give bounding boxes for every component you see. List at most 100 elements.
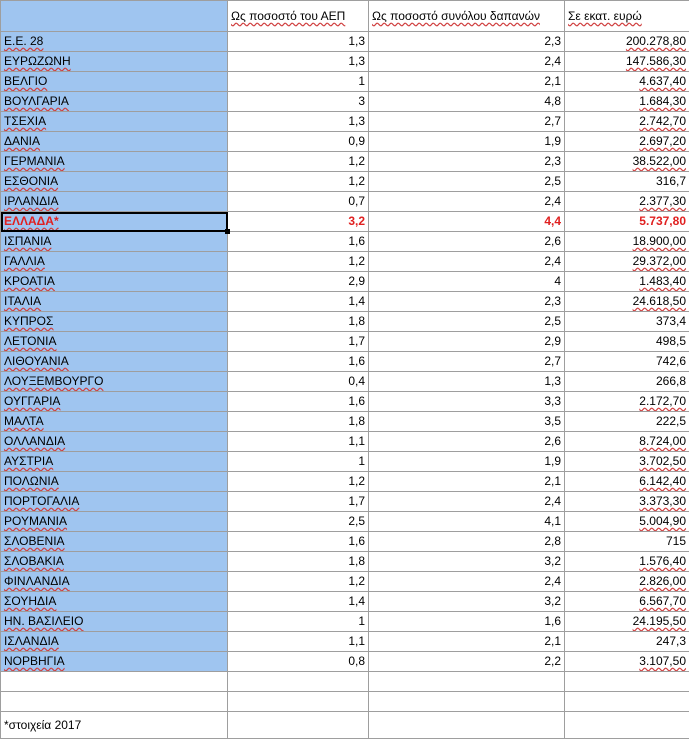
country-cell[interactable]: Ε.Ε. 28 — [1, 32, 228, 52]
total-cell[interactable]: 2,6 — [369, 432, 565, 452]
country-cell[interactable]: ΟΥΓΓΑΡΙΑ — [1, 392, 228, 412]
country-cell[interactable]: ΝΟΡΒΗΓΙΑ — [1, 652, 228, 672]
empty-cell[interactable] — [1, 692, 228, 712]
amount-cell[interactable]: 742,6 — [565, 352, 689, 372]
country-cell[interactable]: ΛΕΤΟΝΙΑ — [1, 332, 228, 352]
amount-cell[interactable]: 316,7 — [565, 172, 689, 192]
country-cell[interactable]: ΗΝ. ΒΑΣΙΛΕΙΟ — [1, 612, 228, 632]
gdp-cell[interactable]: 1,7 — [228, 492, 369, 512]
gdp-cell[interactable]: 1,1 — [228, 632, 369, 652]
total-cell[interactable]: 2,1 — [369, 632, 565, 652]
total-cell[interactable]: 3,2 — [369, 592, 565, 612]
amount-cell[interactable]: 4.637,40 — [565, 72, 689, 92]
gdp-cell[interactable]: 1,3 — [228, 112, 369, 132]
header-cell-gdp[interactable]: Ως ποσοστό του ΑΕΠ — [228, 1, 369, 32]
header-cell-amount[interactable]: Σε εκατ. ευρώ — [565, 1, 689, 32]
gdp-cell[interactable]: 1,6 — [228, 532, 369, 552]
gdp-cell[interactable]: 1,2 — [228, 472, 369, 492]
amount-cell[interactable]: 200.278,80 — [565, 32, 689, 52]
country-cell[interactable]: ΦΙΝΛΑΝΔΙΑ — [1, 572, 228, 592]
country-cell[interactable]: ΡΟΥΜΑΝΙΑ — [1, 512, 228, 532]
gdp-cell[interactable]: 0,7 — [228, 192, 369, 212]
country-cell[interactable]: ΠΟΛΩΝΙΑ — [1, 472, 228, 492]
country-cell[interactable]: ΛΟΥΞΕΜΒΟΥΡΓΟ — [1, 372, 228, 392]
amount-cell[interactable]: 2.377,30 — [565, 192, 689, 212]
header-cell-total[interactable]: Ως ποσοστό συνόλου δαπανών — [369, 1, 565, 32]
total-cell[interactable]: 4,8 — [369, 92, 565, 112]
country-cell[interactable]: ΕΛΛΑΔΑ* — [1, 212, 228, 232]
total-cell[interactable]: 2,6 — [369, 232, 565, 252]
gdp-cell[interactable]: 1,6 — [228, 392, 369, 412]
amount-cell[interactable]: 498,5 — [565, 332, 689, 352]
total-cell[interactable]: 2,5 — [369, 172, 565, 192]
total-cell[interactable]: 2,4 — [369, 252, 565, 272]
total-cell[interactable]: 2,4 — [369, 492, 565, 512]
amount-cell[interactable]: 24.618,50 — [565, 292, 689, 312]
amount-cell[interactable]: 1.483,40 — [565, 272, 689, 292]
country-cell[interactable]: ΒΟΥΛΓΑΡΙΑ — [1, 92, 228, 112]
country-cell[interactable]: ΙΡΛΑΝΔΙΑ — [1, 192, 228, 212]
total-cell[interactable]: 2,9 — [369, 332, 565, 352]
country-cell[interactable]: ΣΛΟΒΕΝΙΑ — [1, 532, 228, 552]
country-cell[interactable]: ΜΑΛΤΑ — [1, 412, 228, 432]
country-cell[interactable]: ΙΤΑΛΙΑ — [1, 292, 228, 312]
total-cell[interactable]: 2,3 — [369, 152, 565, 172]
gdp-cell[interactable]: 1,8 — [228, 312, 369, 332]
country-cell[interactable]: ΟΛΛΑΝΔΙΑ — [1, 432, 228, 452]
country-cell[interactable]: ΠΟΡΤΟΓΑΛΙΑ — [1, 492, 228, 512]
total-cell[interactable]: 2,1 — [369, 72, 565, 92]
total-cell[interactable]: 2,3 — [369, 292, 565, 312]
total-cell[interactable]: 1,3 — [369, 372, 565, 392]
gdp-cell[interactable]: 1,7 — [228, 332, 369, 352]
footnote-cell[interactable]: *στοιχεία 2017 — [1, 712, 228, 739]
amount-cell[interactable]: 3.107,50 — [565, 652, 689, 672]
empty-cell[interactable] — [369, 672, 565, 692]
empty-cell[interactable] — [565, 712, 689, 739]
total-cell[interactable]: 3,2 — [369, 552, 565, 572]
amount-cell[interactable]: 8.724,00 — [565, 432, 689, 452]
amount-cell[interactable]: 2.172,70 — [565, 392, 689, 412]
total-cell[interactable]: 2,3 — [369, 32, 565, 52]
empty-cell[interactable] — [565, 672, 689, 692]
amount-cell[interactable]: 2.742,70 — [565, 112, 689, 132]
header-cell-country[interactable] — [1, 1, 228, 32]
gdp-cell[interactable]: 1,4 — [228, 292, 369, 312]
gdp-cell[interactable]: 1,2 — [228, 152, 369, 172]
gdp-cell[interactable]: 1,6 — [228, 232, 369, 252]
total-cell[interactable]: 2,8 — [369, 532, 565, 552]
country-cell[interactable]: ΓΑΛΛΙΑ — [1, 252, 228, 272]
amount-cell[interactable]: 373,4 — [565, 312, 689, 332]
country-cell[interactable]: ΛΙΘΟΥΑΝΙΑ — [1, 352, 228, 372]
country-cell[interactable]: ΔΑΝΙΑ — [1, 132, 228, 152]
country-cell[interactable]: ΣΛΟΒΑΚΙΑ — [1, 552, 228, 572]
country-cell[interactable]: ΓΕΡΜΑΝΙΑ — [1, 152, 228, 172]
total-cell[interactable]: 2,4 — [369, 52, 565, 72]
gdp-cell[interactable]: 0,9 — [228, 132, 369, 152]
amount-cell[interactable]: 266,8 — [565, 372, 689, 392]
amount-cell[interactable]: 29.372,00 — [565, 252, 689, 272]
gdp-cell[interactable]: 1,8 — [228, 552, 369, 572]
total-cell[interactable]: 4 — [369, 272, 565, 292]
country-cell[interactable]: ΣΟΥΗΔΙΑ — [1, 592, 228, 612]
empty-cell[interactable] — [369, 712, 565, 739]
empty-cell[interactable] — [228, 692, 369, 712]
gdp-cell[interactable]: 2,5 — [228, 512, 369, 532]
country-cell[interactable]: ΙΣΠΑΝΙΑ — [1, 232, 228, 252]
total-cell[interactable]: 3,5 — [369, 412, 565, 432]
amount-cell[interactable]: 1.684,30 — [565, 92, 689, 112]
amount-cell[interactable]: 1.576,40 — [565, 552, 689, 572]
amount-cell[interactable]: 24.195,50 — [565, 612, 689, 632]
total-cell[interactable]: 3,3 — [369, 392, 565, 412]
gdp-cell[interactable]: 1,4 — [228, 592, 369, 612]
total-cell[interactable]: 2,7 — [369, 112, 565, 132]
total-cell[interactable]: 2,4 — [369, 192, 565, 212]
gdp-cell[interactable]: 2,9 — [228, 272, 369, 292]
amount-cell[interactable]: 5.004,90 — [565, 512, 689, 532]
country-cell[interactable]: ΚΡΟΑΤΙΑ — [1, 272, 228, 292]
country-cell[interactable]: ΕΣΘΟΝΙΑ — [1, 172, 228, 192]
country-cell[interactable]: ΤΣΕΧΙΑ — [1, 112, 228, 132]
total-cell[interactable]: 2,5 — [369, 312, 565, 332]
total-cell[interactable]: 2,1 — [369, 472, 565, 492]
total-cell[interactable]: 1,6 — [369, 612, 565, 632]
total-cell[interactable]: 2,4 — [369, 572, 565, 592]
